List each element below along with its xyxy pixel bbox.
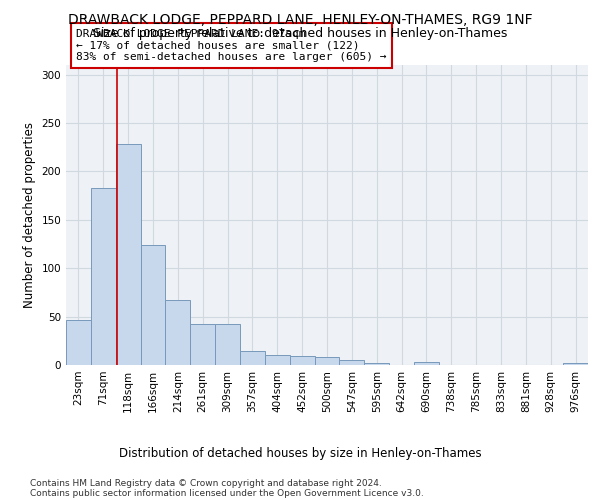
- Bar: [240, 352, 265, 365]
- Bar: [563, 363, 588, 365]
- Text: Contains public sector information licensed under the Open Government Licence v3: Contains public sector information licen…: [30, 489, 424, 498]
- Bar: [340, 360, 364, 365]
- Bar: [290, 356, 314, 365]
- Bar: [166, 300, 190, 365]
- Bar: [364, 363, 389, 365]
- Bar: [116, 144, 140, 365]
- Bar: [265, 356, 290, 365]
- Bar: [140, 245, 166, 365]
- Bar: [215, 324, 240, 365]
- Text: Contains HM Land Registry data © Crown copyright and database right 2024.: Contains HM Land Registry data © Crown c…: [30, 479, 382, 488]
- Bar: [414, 362, 439, 365]
- Bar: [66, 320, 91, 365]
- Y-axis label: Number of detached properties: Number of detached properties: [23, 122, 36, 308]
- Text: Distribution of detached houses by size in Henley-on-Thames: Distribution of detached houses by size …: [119, 448, 481, 460]
- Text: DRAWBACK LODGE PEPPARD LANE: 97sqm
← 17% of detached houses are smaller (122)
83: DRAWBACK LODGE PEPPARD LANE: 97sqm ← 17%…: [76, 29, 387, 62]
- Bar: [91, 188, 116, 365]
- Text: DRAWBACK LODGE, PEPPARD LANE, HENLEY-ON-THAMES, RG9 1NF: DRAWBACK LODGE, PEPPARD LANE, HENLEY-ON-…: [68, 12, 532, 26]
- Text: Size of property relative to detached houses in Henley-on-Thames: Size of property relative to detached ho…: [93, 28, 507, 40]
- Bar: [314, 358, 340, 365]
- Bar: [190, 324, 215, 365]
